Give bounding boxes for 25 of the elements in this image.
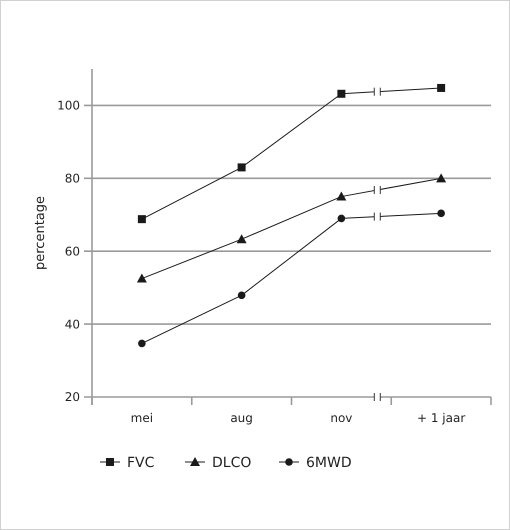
y-tick-label: 100 [57,98,80,113]
point [236,234,247,244]
x-tick-label: aug [230,411,253,425]
point [437,84,446,92]
point [136,274,147,283]
point [336,192,346,201]
y-axis-title: percentage [33,196,48,270]
point [238,292,246,300]
legend-label: FVC [127,454,155,471]
point [238,163,246,172]
y-tick-label: 60 [64,244,80,258]
point [138,215,146,224]
point [337,90,346,98]
legend-label: 6MWD [306,454,352,471]
x-tick-label: nov [330,411,352,425]
y-tick-label: 40 [64,317,80,332]
legend-label: DLCO [212,454,252,471]
point [437,210,445,218]
x-tick-label: + 1 jaar [416,411,466,425]
y-tick-label: 20 [64,390,80,404]
y-tick-label: 80 [64,172,80,186]
point [436,173,446,182]
point [338,214,346,222]
x-tick-label: mei [130,411,154,425]
point [138,340,146,348]
